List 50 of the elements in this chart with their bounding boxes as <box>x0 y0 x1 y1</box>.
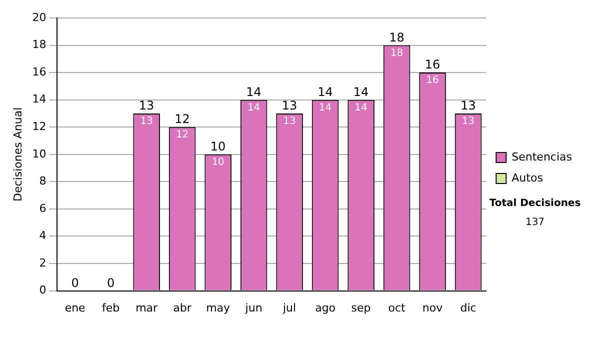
x-tick-label: ene <box>64 301 86 314</box>
x-tick-label: abr <box>173 301 192 314</box>
x-tick-label: ago <box>315 301 336 314</box>
y-tick-label: 10 <box>32 147 46 160</box>
y-tick-label: 2 <box>39 256 46 270</box>
x-tick-label: sep <box>351 301 371 314</box>
data-label: 10 <box>212 156 224 168</box>
y-tick-label: 16 <box>32 65 46 78</box>
y-tick-label: 6 <box>39 202 46 215</box>
total-label: 12 <box>174 112 190 126</box>
data-label: 13 <box>462 116 475 128</box>
y-tick-label: 12 <box>32 120 46 133</box>
total-label: 14 <box>318 84 333 99</box>
text: Total Decisiones <box>488 198 582 209</box>
x-tick-label: feb <box>102 301 120 314</box>
data-label: 13 <box>283 116 296 128</box>
total-label: 13 <box>460 98 476 113</box>
total-label: 0 <box>106 276 115 290</box>
data-label: 12 <box>176 130 189 141</box>
total-label: 18 <box>389 30 404 44</box>
total-label: 0 <box>71 276 79 290</box>
y-axis-title: Decisiones Anual <box>11 107 24 202</box>
legend-label: Autos <box>512 171 544 184</box>
text: 137 <box>524 217 546 228</box>
x-tick-label: oct <box>388 301 406 314</box>
y-tick-label: 20 <box>32 10 46 24</box>
total-label: 16 <box>424 58 440 72</box>
x-tick-label: mar <box>136 301 158 314</box>
data-label: 14 <box>247 102 260 114</box>
y-tick-label: 4 <box>39 229 46 242</box>
x-tick-label: jul <box>282 301 296 314</box>
data-label: 18 <box>390 48 404 59</box>
x-tick-label: nov <box>422 301 444 314</box>
y-tick-label: 0 <box>39 284 46 297</box>
total-label: 14 <box>353 84 369 99</box>
x-tick-label: jun <box>244 301 262 314</box>
y-tick-label: 14 <box>32 92 46 106</box>
x-tick-label: may <box>206 301 231 314</box>
total-label: 10 <box>210 140 226 154</box>
total-label: 13 <box>282 98 298 113</box>
total-label: 14 <box>246 84 262 99</box>
total-label: 13 <box>138 98 154 113</box>
data-label: 14 <box>318 102 332 114</box>
x-tick-label: dic <box>460 301 476 314</box>
data-label: 14 <box>354 102 368 114</box>
y-tick-label: 18 <box>32 38 46 52</box>
data-label: 13 <box>140 116 153 128</box>
legend-label: Sentencias <box>512 150 572 164</box>
y-tick-label: 8 <box>39 174 46 188</box>
data-label: 16 <box>426 75 439 86</box>
